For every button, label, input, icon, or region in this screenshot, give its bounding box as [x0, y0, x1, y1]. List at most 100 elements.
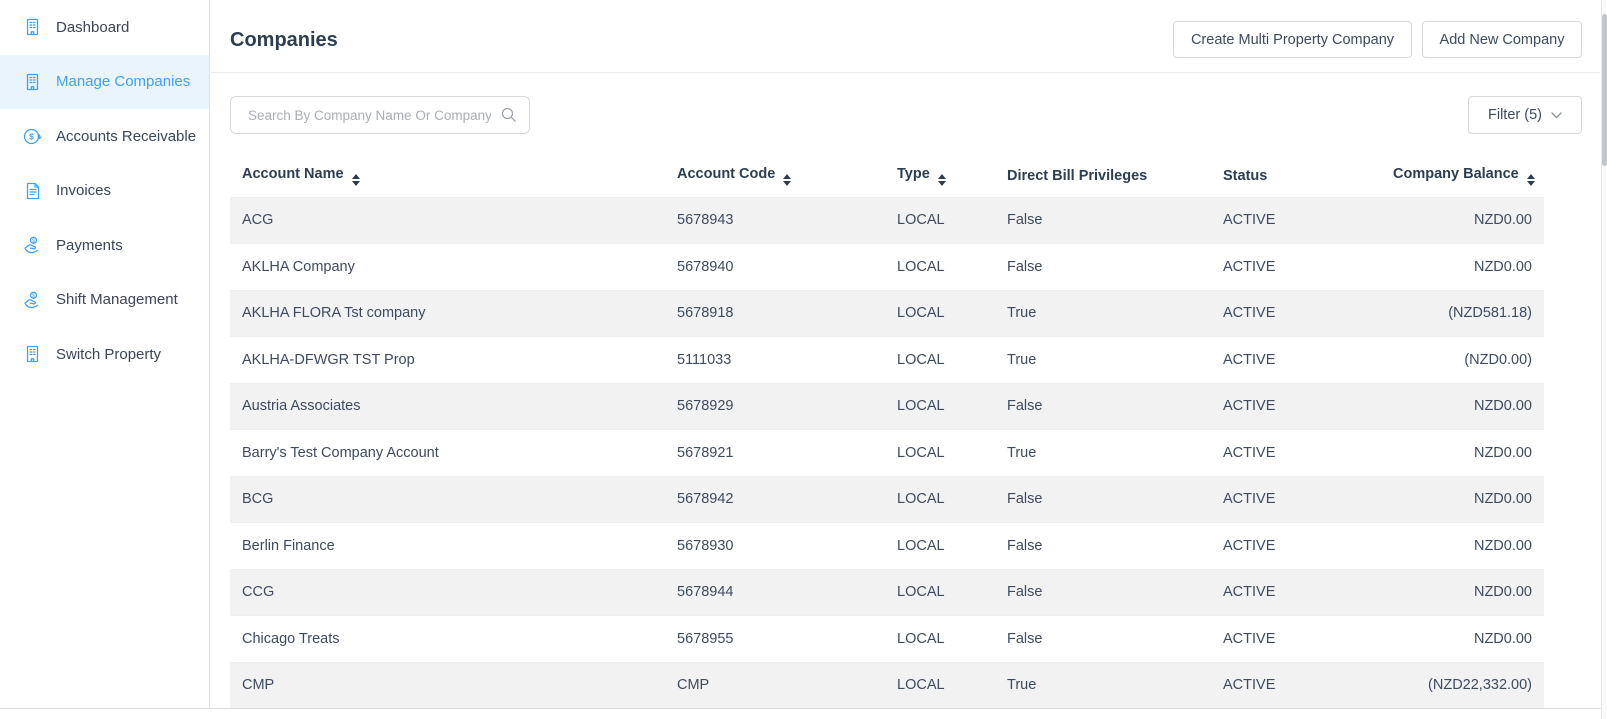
cell-status: ACTIVE: [1223, 258, 1276, 275]
sidebar-item-switch-property[interactable]: Switch Property: [0, 327, 209, 382]
cell-status: ACTIVE: [1223, 351, 1276, 368]
search-icon: [500, 106, 518, 129]
sort-icon: [1526, 173, 1535, 186]
create-multi-property-company-button[interactable]: Create Multi Property Company: [1173, 21, 1412, 58]
table-header-row: Account Name Account Code Type Direct Bi…: [230, 155, 1544, 197]
search-input[interactable]: [230, 96, 530, 134]
cell-company-balance: NZD0.00: [1381, 197, 1544, 244]
sidebar-item-label: Shift Management: [56, 291, 178, 309]
table-row[interactable]: Barry's Test Company Account 5678921 LOC…: [230, 429, 1544, 477]
vertical-scrollbar[interactable]: [1601, 0, 1607, 719]
cell-account-code: 5678942: [665, 476, 885, 523]
cell-company-balance: NZD0.00: [1473, 258, 1532, 275]
table-row[interactable]: Austria Associates 5678929 LOCAL False A…: [230, 383, 1544, 430]
cell-company-balance: NZD0.00: [1473, 444, 1532, 461]
sidebar-item-label: Switch Property: [56, 345, 162, 363]
filter-button[interactable]: Filter (5): [1468, 96, 1582, 134]
sidebar-item-invoices[interactable]: Invoices: [0, 164, 209, 219]
sort-icon: [351, 173, 360, 186]
sidebar-item-label: Invoices: [56, 182, 112, 200]
cell-type: LOCAL: [885, 197, 995, 244]
cell-company-balance: NZD0.00: [1381, 476, 1544, 523]
cell-status: ACTIVE: [1211, 290, 1381, 337]
hand-coin-icon: $: [22, 290, 42, 310]
table-body: ACG 5678943 LOCAL False ACTIVE NZD0.00 A…: [230, 197, 1544, 709]
table-row[interactable]: CMP CMP LOCAL True ACTIVE (NZD22,332.00): [230, 662, 1544, 709]
sidebar-item-accounts-receivable[interactable]: $ Accounts Receivable: [0, 109, 209, 164]
cell-type: LOCAL: [897, 630, 945, 647]
cell-account-name: Chicago Treats: [242, 630, 340, 647]
cell-type: LOCAL: [885, 569, 995, 616]
cell-company-balance: NZD0.00: [1473, 630, 1532, 647]
header-divider: [211, 72, 1600, 73]
cell-direct-bill-privileges: False: [1007, 630, 1043, 647]
building-icon: [22, 344, 42, 364]
cell-type: LOCAL: [897, 444, 945, 461]
table-row[interactable]: AKLHA-DFWGR TST Prop 5111033 LOCAL True …: [230, 336, 1544, 384]
cell-status: ACTIVE: [1223, 630, 1276, 647]
invoice-icon: [22, 181, 42, 201]
cell-company-balance: NZD0.00: [1381, 383, 1544, 430]
sidebar-item-payments[interactable]: $ Payments: [0, 218, 209, 273]
sort-icon: [937, 173, 946, 186]
column-header-status: Status: [1223, 167, 1268, 184]
hand-coin-icon: $: [22, 235, 42, 255]
cell-direct-bill-privileges: True: [1007, 351, 1037, 368]
cell-status: ACTIVE: [1211, 662, 1381, 709]
cell-type: LOCAL: [897, 258, 945, 275]
bottom-boundary-line: [0, 708, 1607, 709]
cell-direct-bill-privileges: False: [995, 569, 1211, 616]
cell-type: LOCAL: [885, 290, 995, 337]
cell-direct-bill-privileges: False: [1007, 258, 1043, 275]
cell-account-code: CMP: [665, 662, 885, 709]
sidebar: Dashboard Manage Companies $ Accounts Re…: [0, 0, 210, 708]
companies-table: Account Name Account Code Type Direct Bi…: [230, 155, 1544, 709]
cell-type: LOCAL: [885, 383, 995, 430]
sidebar-item-label: Accounts Receivable: [56, 127, 197, 145]
cell-account-code: 5111033: [677, 351, 732, 368]
svg-text:$: $: [29, 132, 34, 142]
sidebar-item-shift-management[interactable]: $ Shift Management: [0, 273, 209, 328]
cell-type: LOCAL: [897, 351, 945, 368]
cell-account-code: 5678940: [677, 258, 734, 275]
add-new-company-button[interactable]: Add New Company: [1422, 21, 1582, 58]
sidebar-item-label: Payments: [56, 236, 123, 254]
column-header-account-code[interactable]: Account Code: [665, 155, 885, 197]
cell-account-code: 5678921: [677, 444, 734, 461]
cell-company-balance: (NZD581.18): [1381, 290, 1544, 337]
cell-account-name: ACG: [230, 197, 665, 244]
cell-type: LOCAL: [897, 537, 945, 554]
cell-status: ACTIVE: [1211, 197, 1381, 244]
column-header-type[interactable]: Type: [885, 155, 995, 197]
table-row[interactable]: ACG 5678943 LOCAL False ACTIVE NZD0.00: [230, 197, 1544, 244]
page-title: Companies: [230, 29, 338, 51]
column-header-account-name[interactable]: Account Name: [230, 155, 665, 197]
main-content: Companies Create Multi Property Company …: [211, 0, 1607, 719]
sidebar-item-label: Dashboard: [56, 18, 130, 36]
cell-direct-bill-privileges: True: [995, 662, 1211, 709]
column-header-company-balance[interactable]: Company Balance: [1381, 155, 1544, 197]
cell-type: LOCAL: [885, 662, 995, 709]
cell-direct-bill-privileges: False: [995, 476, 1211, 523]
cell-status: ACTIVE: [1211, 476, 1381, 523]
cell-account-name: Austria Associates: [230, 383, 665, 430]
cell-account-code: 5678943: [665, 197, 885, 244]
sidebar-item-manage-companies[interactable]: Manage Companies: [0, 54, 209, 109]
search-box: [230, 96, 530, 134]
cell-account-name: Berlin Finance: [242, 537, 335, 554]
cell-status: ACTIVE: [1223, 537, 1276, 554]
table-row[interactable]: Chicago Treats 5678955 LOCAL False ACTIV…: [230, 615, 1544, 663]
cell-account-name: AKLHA-DFWGR TST Prop: [242, 351, 415, 368]
table-row[interactable]: AKLHA FLORA Tst company 5678918 LOCAL Tr…: [230, 290, 1544, 337]
svg-text:$: $: [32, 239, 35, 245]
table-row[interactable]: Berlin Finance 5678930 LOCAL False ACTIV…: [230, 522, 1544, 570]
cell-company-balance: NZD0.00: [1473, 537, 1532, 554]
cell-direct-bill-privileges: True: [1007, 444, 1037, 461]
sidebar-item-dashboard[interactable]: Dashboard: [0, 0, 209, 55]
table-row[interactable]: CCG 5678944 LOCAL False ACTIVE NZD0.00: [230, 569, 1544, 616]
cell-account-code: 5678955: [677, 630, 734, 647]
cell-status: ACTIVE: [1223, 444, 1276, 461]
table-row[interactable]: AKLHA Company 5678940 LOCAL False ACTIVE…: [230, 243, 1544, 291]
table-row[interactable]: BCG 5678942 LOCAL False ACTIVE NZD0.00: [230, 476, 1544, 523]
scrollbar-thumb[interactable]: [1602, 14, 1607, 166]
